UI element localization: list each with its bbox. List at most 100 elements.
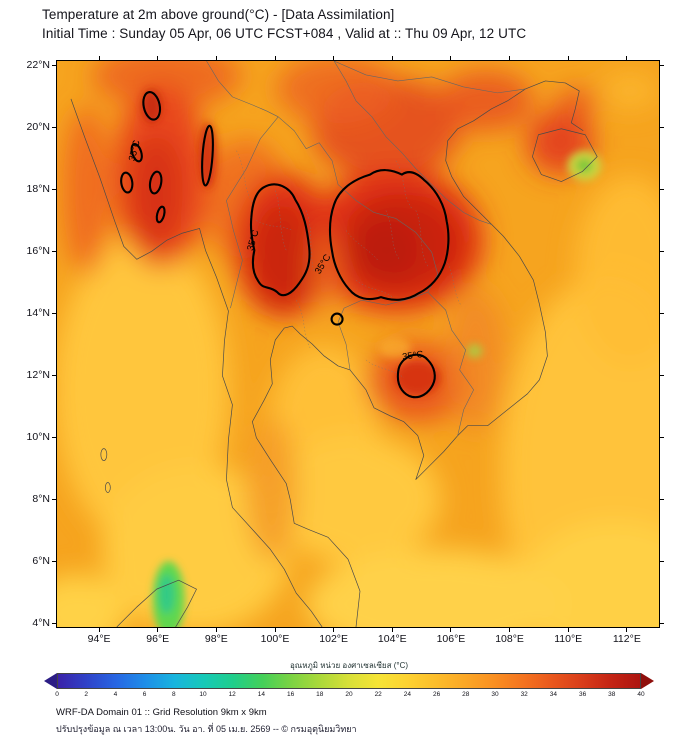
x-axis-tick-mark <box>215 628 217 632</box>
x-axis-tick-mark <box>391 628 393 632</box>
x-axis-tick-mark <box>391 56 393 60</box>
y-axis-tick-label: 12°N <box>26 369 50 382</box>
colorbar-title: อุณหภูมิ หน่วย องศาเซลเซียส (°C) <box>289 661 409 670</box>
footer-domain-info: WRF-DA Domain 01 :: Grid Resolution 9km … <box>56 707 267 718</box>
x-axis-tick-mark <box>157 56 159 60</box>
x-axis-tick-mark <box>215 56 217 60</box>
x-axis-tick-label: 100°E <box>260 633 290 645</box>
y-axis-tick-mark <box>660 375 664 377</box>
colorbar-tick-label: 6 <box>142 691 147 698</box>
contour-label-35c: 35°C <box>127 139 143 162</box>
x-axis-tick-mark <box>509 628 511 632</box>
x-axis-tick-mark <box>450 56 452 60</box>
y-axis-tick-label: 18°N <box>26 183 50 196</box>
colorbar-tick-label: 12 <box>228 691 236 698</box>
colorbar-tick-label: 18 <box>316 691 324 698</box>
colorbar-tick-label: 20 <box>345 691 353 698</box>
province-borders <box>236 150 462 379</box>
x-axis-tick-mark <box>509 56 511 60</box>
y-axis-tick-mark <box>52 251 56 253</box>
colorbar-tick-label: 10 <box>199 691 207 698</box>
y-axis-tick-mark <box>52 189 56 191</box>
x-axis-tick-mark <box>98 56 100 60</box>
x-axis-tick-mark <box>333 56 335 60</box>
x-axis-tick-mark <box>157 628 159 632</box>
y-axis-tick-mark <box>52 499 56 501</box>
temperature-field-details <box>141 88 602 627</box>
y-axis-tick-mark <box>52 437 56 439</box>
colorbar-tick-label: 32 <box>520 691 528 698</box>
x-axis-tick-mark <box>274 628 276 632</box>
y-axis-tick-mark <box>52 313 56 315</box>
x-axis-tick-mark <box>567 56 569 60</box>
colorbar-tick-label: 34 <box>549 691 557 698</box>
temperature-field-blobs <box>57 61 659 627</box>
x-axis-tick-mark <box>450 628 452 632</box>
footer: WRF-DA Domain 01 :: Grid Resolution 9km … <box>56 707 357 736</box>
contour-label-35c: 35°C <box>402 349 425 363</box>
country-borders <box>206 61 526 436</box>
x-axis-tick-label: 98°E <box>204 633 228 645</box>
colorbar-tick-label: 2 <box>84 691 88 698</box>
colorbar-tick-label: 8 <box>171 691 176 698</box>
colorbar-tick-label: 30 <box>491 691 499 698</box>
colorbar-tick-label: 0 <box>55 691 59 698</box>
x-axis-tick-label: 112°E <box>612 633 641 645</box>
x-axis-tick-label: 102°E <box>319 633 349 645</box>
y-axis-tick-label: 16°N <box>26 245 50 258</box>
x-axis-tick-label: 110°E <box>554 633 583 645</box>
y-axis-tick-label: 4°N <box>32 617 50 630</box>
header: Temperature at 2m above ground(°C) - [Da… <box>42 7 526 41</box>
x-axis-tick-mark <box>274 56 276 60</box>
y-axis-tick-mark <box>660 65 664 67</box>
y-axis-tick-mark <box>52 65 56 67</box>
y-axis-tick-label: 14°N <box>26 307 50 320</box>
colorbar-tick-label: 38 <box>608 691 616 698</box>
x-axis-tick-label: 96°E <box>146 633 170 645</box>
temperature-heatmap: 35°C 35°C 35°C 35°C <box>57 61 659 627</box>
y-axis-tick-mark <box>660 623 664 625</box>
coastlines <box>70 80 598 627</box>
x-axis-tick-label: 106°E <box>436 633 466 645</box>
y-axis-tick-mark <box>52 375 56 377</box>
colorbar-tick-label: 4 <box>113 691 118 698</box>
y-axis-tick-mark <box>660 437 664 439</box>
y-axis-tick-mark <box>660 499 664 501</box>
footer-update-info: ปรับปรุงข้อมูล ณ เวลา 13:00น. วัน อา. ที… <box>56 724 357 734</box>
y-axis-tick-mark <box>660 561 664 563</box>
x-axis-tick-mark <box>567 628 569 632</box>
y-axis-tick-label: 20°N <box>26 121 50 134</box>
y-axis-tick-mark <box>52 127 56 129</box>
x-axis-tick-mark <box>626 628 628 632</box>
y-axis-tick-label: 22°N <box>26 59 50 72</box>
x-axis-tick-mark <box>626 56 628 60</box>
x-axis-tick-label: 104°E <box>377 633 407 645</box>
colorbar-tick-label: 24 <box>403 691 411 698</box>
x-axis-tick-mark <box>98 628 100 632</box>
colorbar-gradient <box>57 673 641 689</box>
colorbar-tick-label: 36 <box>578 691 587 698</box>
colorbar-tick-label: 28 <box>462 691 470 698</box>
x-axis-tick-label: 94°E <box>87 633 111 645</box>
y-axis-tick-mark <box>52 623 56 625</box>
map-subtitle: Initial Time : Sunday 05 Apr, 06 UTC FCS… <box>42 26 527 41</box>
x-axis-tick-mark <box>333 628 335 632</box>
colorbar-underflow-arrow <box>44 673 57 689</box>
colorbar-tick-label: 26 <box>432 691 441 698</box>
colorbar <box>44 673 654 689</box>
y-axis-tick-mark <box>660 189 664 191</box>
map-area: 35°C 35°C 35°C 35°C <box>56 60 660 628</box>
x-axis-tick-label: 108°E <box>495 633 524 645</box>
colorbar-tick-label: 14 <box>257 691 265 698</box>
colorbar-overflow-arrow <box>641 673 654 689</box>
y-axis-tick-mark <box>660 127 664 129</box>
y-axis-tick-label: 8°N <box>32 493 50 506</box>
y-axis-tick-mark <box>660 251 664 253</box>
map-title: Temperature at 2m above ground(°C) - [Da… <box>42 7 395 22</box>
temperature-contours-35c <box>120 91 450 399</box>
y-axis-tick-mark <box>52 561 56 563</box>
y-axis-tick-label: 10°N <box>26 431 50 444</box>
y-axis-tick-mark <box>660 313 664 315</box>
colorbar-tick-label: 40 <box>637 691 645 698</box>
